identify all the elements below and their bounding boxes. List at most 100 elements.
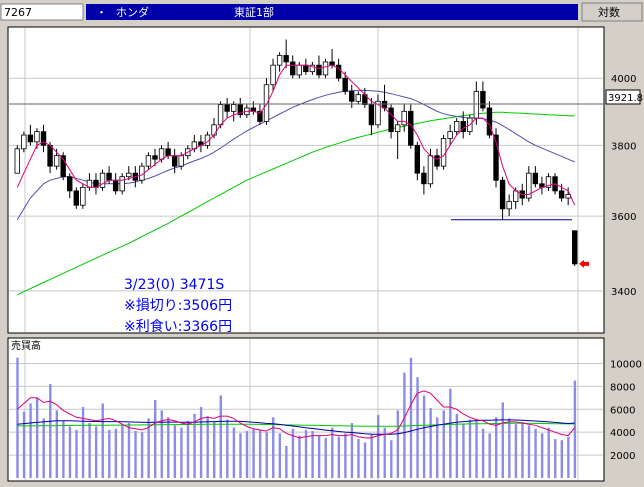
volume-bar — [134, 431, 137, 478]
volume-bars — [16, 357, 577, 478]
volume-bar — [35, 397, 39, 478]
volume-bar — [422, 395, 426, 478]
candle-body — [303, 64, 309, 73]
candle-body — [34, 131, 40, 143]
volume-tick-label: 10000 — [610, 359, 642, 370]
volume-bar — [298, 435, 301, 478]
annotation-line-2: ※損切り:3506円 — [124, 298, 232, 314]
volume-bar — [101, 403, 104, 478]
candle-body — [335, 64, 342, 79]
candle-body — [53, 155, 60, 167]
volume-bar — [16, 357, 19, 478]
candle-body — [257, 110, 263, 122]
price-tick-label: 3400 — [611, 287, 636, 298]
current-price-box — [605, 89, 641, 105]
candle-body — [486, 107, 493, 136]
volume-bar — [337, 436, 341, 478]
volume-bar — [127, 423, 131, 478]
volume-bar — [495, 417, 498, 478]
candle-body — [572, 230, 578, 265]
volume-axis: 10000 8000 6000 4000 2000 — [610, 359, 642, 462]
volume-bar — [114, 428, 118, 478]
volume-bar — [206, 416, 209, 478]
candle-body — [231, 104, 237, 112]
volume-bar — [468, 419, 472, 478]
volume-bar — [363, 442, 367, 478]
candle-body — [401, 110, 407, 126]
candle-body — [375, 100, 381, 126]
candle-body — [152, 155, 158, 160]
volume-bar — [436, 417, 439, 478]
candle-body — [506, 201, 512, 210]
volume-bar — [62, 420, 65, 478]
volume-bar — [252, 428, 255, 478]
volume-bar — [311, 431, 314, 478]
volume-bar — [554, 439, 557, 478]
candle-body — [224, 104, 230, 112]
ma-short-line — [16, 64, 576, 206]
candle-body — [329, 61, 335, 66]
volume-bar — [232, 427, 236, 478]
scale-mode-button[interactable] — [581, 2, 643, 22]
stock-code: 7267 — [4, 6, 32, 19]
candle-body — [309, 64, 316, 73]
title-bullet: ・ — [96, 6, 107, 19]
candle-body — [532, 172, 539, 185]
volume-bar — [442, 410, 445, 478]
volume-bar — [173, 425, 177, 478]
volume-bar — [167, 417, 170, 478]
volume-bar — [213, 421, 216, 478]
volume-bar — [547, 427, 550, 478]
candle-body — [316, 64, 322, 76]
volume-bar — [527, 425, 531, 478]
candle-body — [434, 155, 440, 167]
candle-body — [408, 110, 414, 146]
candle-body — [27, 134, 34, 143]
volume-bar — [475, 420, 478, 478]
volume-bar — [350, 423, 354, 478]
price-tick-label: 4000 — [611, 74, 636, 85]
volume-bar — [81, 406, 85, 478]
volume-bar — [154, 400, 157, 478]
volume-tick-label: 8000 — [610, 382, 635, 393]
candle-body — [14, 148, 20, 174]
volume-bar — [258, 429, 262, 478]
volume-bar — [285, 445, 288, 478]
volume-bar — [370, 434, 373, 478]
volume-bar — [396, 410, 400, 478]
volume-bar — [383, 427, 386, 478]
candle-body — [73, 190, 79, 206]
volume-bar — [481, 428, 485, 478]
volume-bar — [199, 406, 203, 478]
volume-bar — [521, 421, 524, 478]
annotation-line-3: ※利食い:3366円 — [124, 318, 232, 335]
volume-ma-short-line — [16, 390, 576, 439]
volume-tick-label: 6000 — [610, 405, 635, 416]
volume-bar — [272, 417, 275, 478]
volume-bar — [331, 427, 334, 478]
volume-bar — [573, 380, 577, 478]
volume-bar — [304, 429, 308, 478]
candle-body — [237, 104, 243, 116]
candle-body — [558, 190, 565, 199]
candle-body — [126, 172, 132, 178]
candle-body — [165, 148, 171, 157]
volume-bar — [219, 395, 222, 478]
candle-body — [513, 190, 519, 203]
candle-body — [499, 179, 506, 210]
candle-body — [545, 176, 552, 188]
volume-bar — [49, 384, 52, 478]
candle-body — [112, 179, 119, 192]
current-price-value: 3921.8 — [608, 93, 643, 104]
volume-bar — [42, 418, 45, 478]
volume-bar — [29, 403, 32, 478]
volume-bar — [416, 377, 419, 478]
candle-body — [21, 134, 27, 150]
price-tick-label: 3800 — [611, 141, 636, 152]
volume-bar — [324, 437, 327, 478]
candle-body — [276, 55, 283, 66]
candle-body — [480, 90, 486, 109]
volume-bar — [534, 428, 537, 478]
volume-bar — [265, 432, 268, 478]
price-tick-label: 3600 — [611, 212, 636, 223]
